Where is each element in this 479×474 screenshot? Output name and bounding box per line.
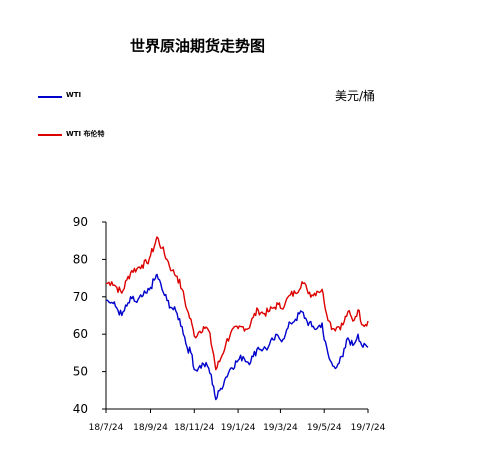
- legend-line-0: [38, 96, 62, 98]
- series-line-1: [105, 236, 369, 371]
- x-tick-label: 18/7/24: [89, 423, 124, 433]
- x-tick-label: 19/1/24: [221, 423, 256, 433]
- x-tick-label: 18/9/24: [133, 423, 168, 433]
- x-tick-label: 19/7/24: [351, 423, 386, 433]
- y-tick-label: 60: [73, 327, 88, 341]
- y-tick-label: 90: [73, 215, 88, 229]
- unit-label: 美元/桶: [335, 89, 376, 103]
- x-tick-label: 19/3/24: [263, 423, 298, 433]
- x-tick-label: 19/5/24: [307, 423, 342, 433]
- x-tick-label: 18/11/24: [174, 423, 215, 433]
- y-tick-label: 40: [73, 402, 88, 416]
- y-tick-label: 80: [73, 252, 88, 266]
- y-tick-label: 50: [73, 365, 88, 379]
- series-line-0: [105, 273, 369, 401]
- legend-label-0: WTI: [66, 91, 82, 99]
- chart-title: 世界原油期货走势图: [130, 37, 266, 55]
- legend-line-1: [38, 134, 62, 136]
- y-tick-label: 70: [73, 290, 88, 304]
- legend-label-1: WTI 布伦特: [66, 130, 105, 138]
